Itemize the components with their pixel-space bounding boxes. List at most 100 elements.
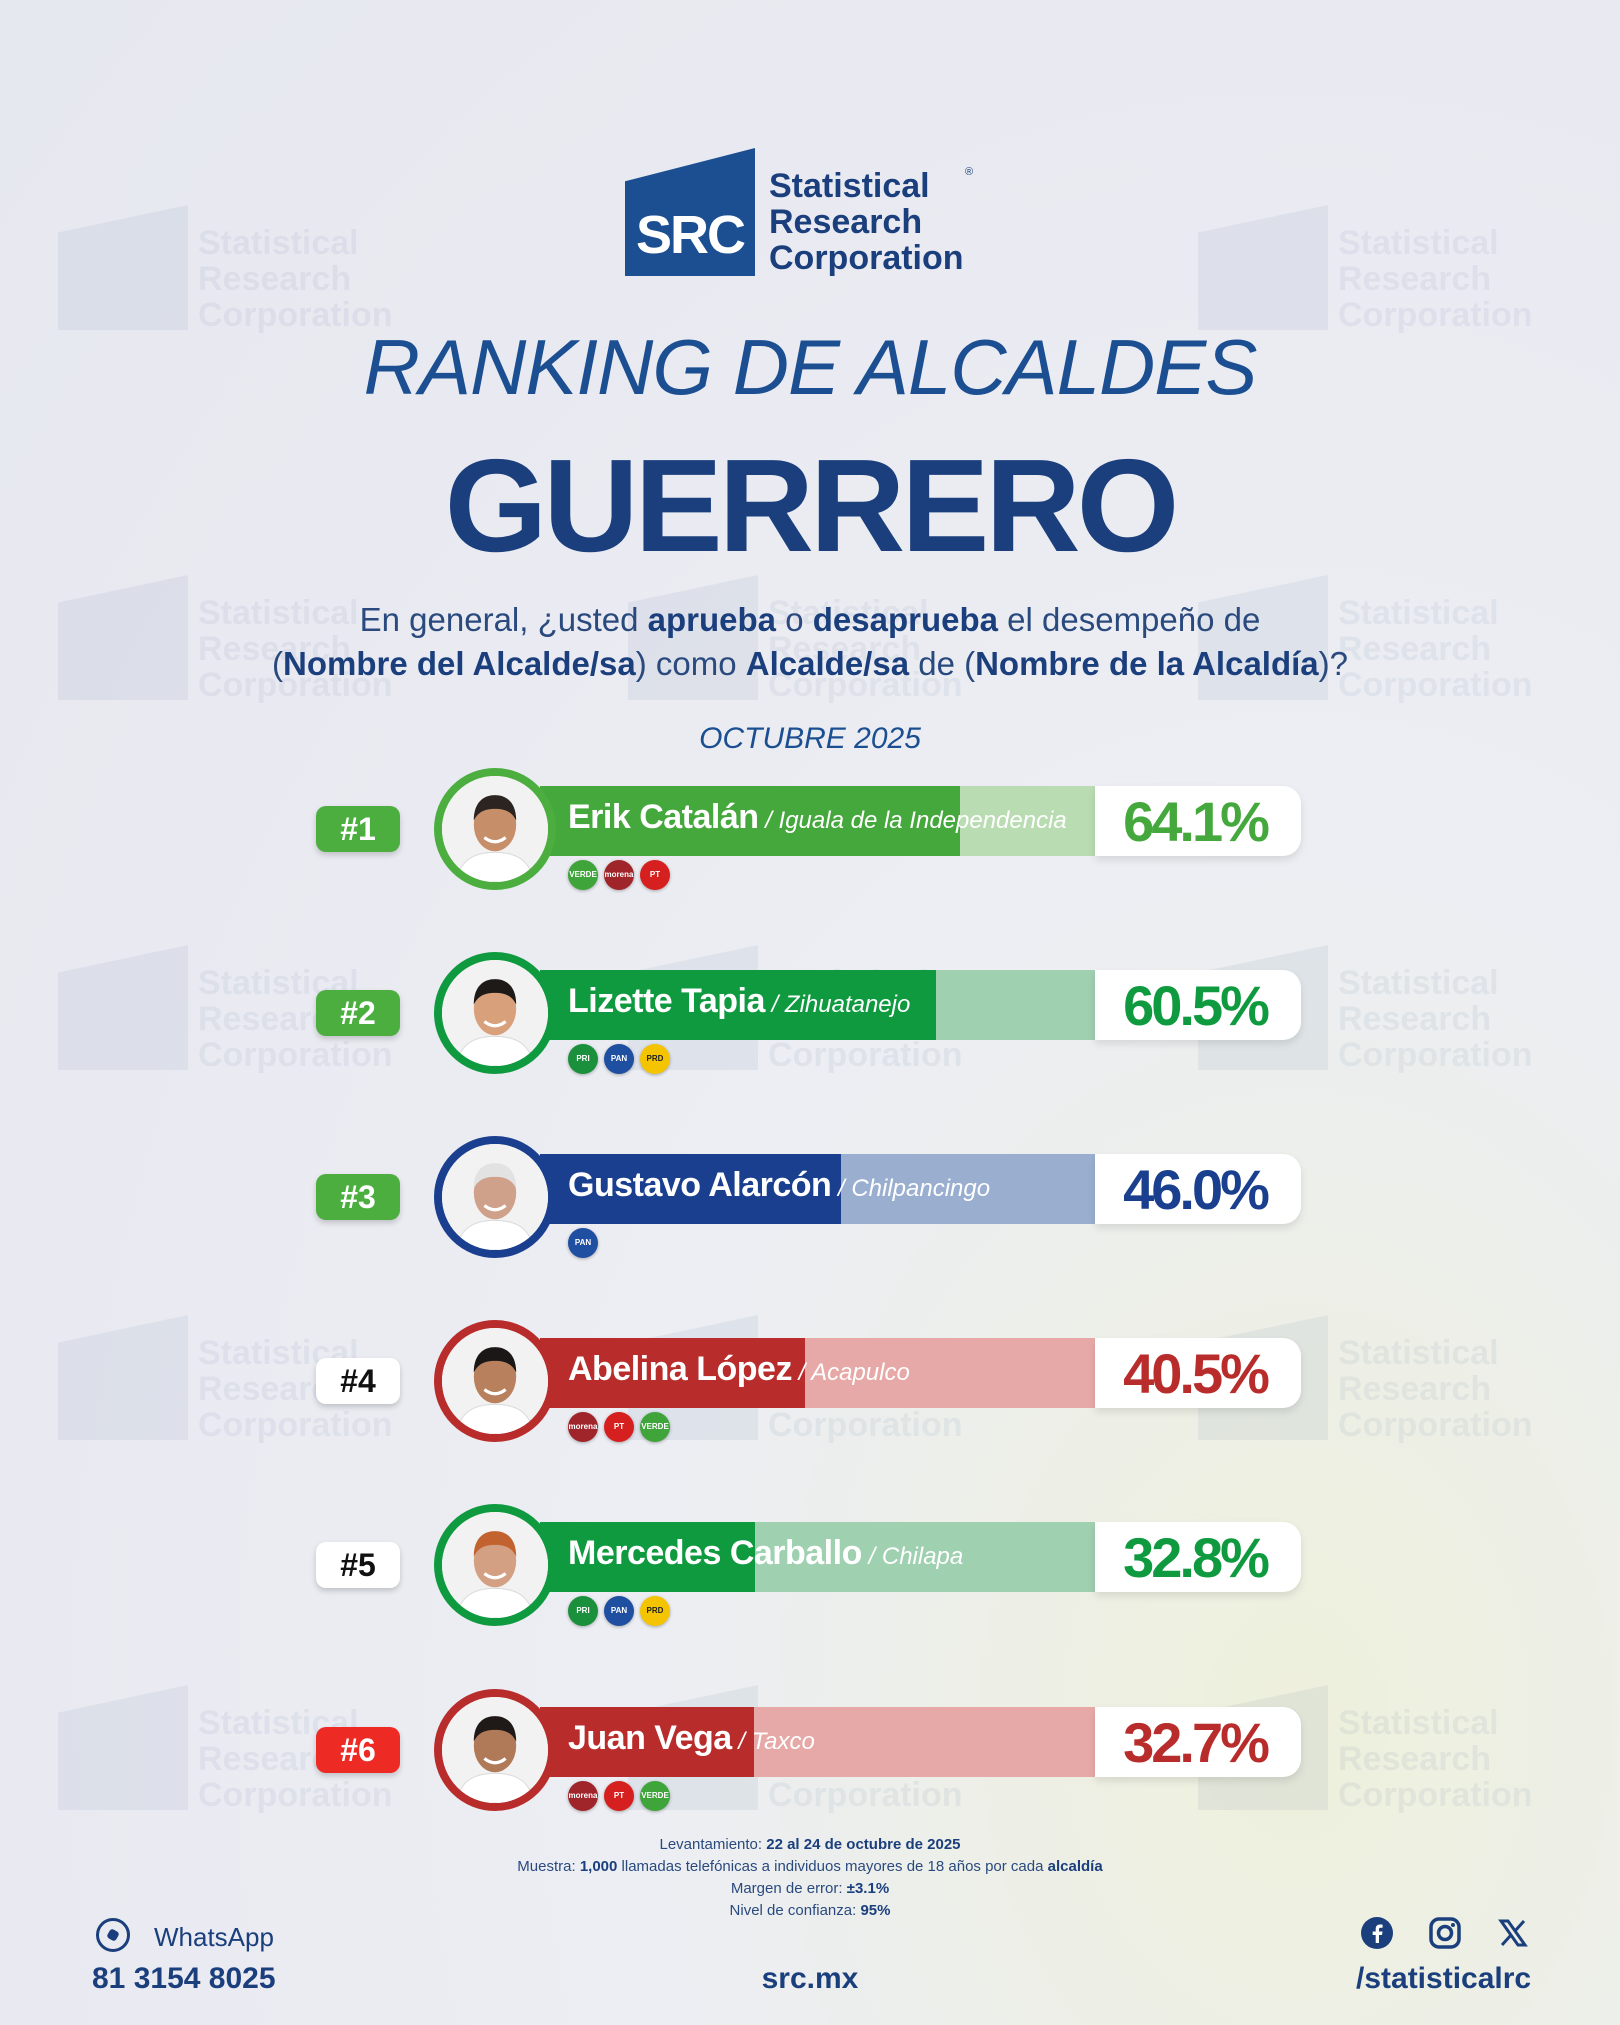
ranking-subtitle: RANKING DE ALCALDES	[363, 323, 1258, 411]
approval-percentage: 64.1%	[1123, 790, 1270, 853]
morena-logo: morena	[568, 1412, 598, 1442]
person-icon	[442, 1144, 548, 1250]
rank-badge: #6	[316, 1727, 400, 1773]
approval-percentage: 32.8%	[1123, 1526, 1270, 1589]
instagram-icon[interactable]	[1428, 1916, 1462, 1950]
survey-question: En general, ¿usted aprueba o desaprueba …	[272, 601, 1348, 682]
party-logos: morena PT VERDE	[568, 1412, 676, 1444]
mayor-photo	[434, 1504, 556, 1626]
survey-period: OCTUBRE 2025	[699, 722, 921, 755]
percentage-box	[1095, 1707, 1301, 1777]
social-handle[interactable]: /statisticalrc	[1356, 1962, 1532, 1995]
party-logos: PRI PAN PRD	[568, 1044, 676, 1076]
verde-logo: VERDE	[640, 1412, 670, 1442]
approval-percentage: 60.5%	[1123, 974, 1270, 1037]
mayor-name: Gustavo Alarcón / Chilpancingo	[568, 1166, 990, 1205]
logo-abbr: SRC	[635, 205, 746, 265]
website-link[interactable]: src.mx	[761, 1962, 859, 1995]
approval-bar	[540, 1522, 755, 1592]
facebook-icon[interactable]	[1360, 1916, 1394, 1950]
municipality-name: / Chilpancingo	[831, 1175, 991, 1202]
approval-percentage: 40.5%	[1123, 1342, 1270, 1405]
approval-bar	[540, 1338, 805, 1408]
municipality-name: / Chilapa	[861, 1543, 964, 1570]
person-icon	[442, 1697, 548, 1803]
mayor-name: Mercedes Carballo / Chilapa	[568, 1534, 963, 1573]
pri-logo: PRI	[568, 1596, 598, 1626]
approval-percentage: 32.7%	[1123, 1711, 1270, 1774]
percentage-box	[1095, 970, 1301, 1040]
person-icon	[442, 1328, 548, 1434]
verde-logo: VERDE	[568, 860, 598, 890]
logo-name-line: Corporation	[769, 239, 964, 277]
mayor-name-text: Erik Catalán	[568, 798, 759, 836]
approval-bar	[540, 786, 960, 856]
municipality-name: / Zihuatanejo	[764, 991, 911, 1018]
watermark-mark	[1198, 205, 1328, 330]
x-icon[interactable]	[1496, 1916, 1530, 1950]
party-logos: PAN	[568, 1228, 604, 1260]
pan-logo: PAN	[568, 1228, 598, 1258]
logo-name: Statistical Research Corporation	[769, 168, 964, 276]
approval-bar	[540, 1154, 841, 1224]
municipality-name: / Iguala de la Independencia	[758, 807, 1067, 834]
mayor-photo	[434, 768, 556, 890]
percentage-box	[1095, 1522, 1301, 1592]
approval-percentage: 46.0%	[1123, 1158, 1270, 1221]
pt-logo: PT	[604, 1412, 634, 1442]
mayor-photo	[434, 952, 556, 1074]
person-icon	[442, 960, 548, 1066]
mayor-photo	[434, 1136, 556, 1258]
approval-bar	[540, 970, 936, 1040]
mayor-name: Juan Vega / Taxco	[568, 1719, 815, 1758]
ranking-row: #4 40.5% Abelina López / Acapulco morena PT V…	[0, 1320, 1620, 1450]
ranking-row: #3 46.0% Gustavo Alarcón / Chilpancingo PAN	[0, 1136, 1620, 1266]
whatsapp-icon	[96, 1918, 130, 1952]
watermark-mark	[58, 205, 188, 330]
fieldwork-note: Levantamiento: 22 al 24 de octubre de 20…	[659, 1836, 961, 1853]
municipality-name: / Acapulco	[791, 1359, 910, 1386]
approval-bar	[540, 1707, 754, 1777]
mayor-name: Erik Catalán / Iguala de la Independenci…	[568, 798, 1067, 837]
mayor-name-text: Juan Vega	[568, 1719, 732, 1757]
methodology-notes: Levantamiento: 22 al 24 de octubre de 20…	[0, 1834, 1620, 1922]
logo-name-line: Statistical	[769, 167, 930, 205]
mayor-photo	[434, 1320, 556, 1442]
watermark-mark	[58, 575, 188, 700]
verde-logo: VERDE	[640, 1781, 670, 1811]
morena-logo: morena	[604, 860, 634, 890]
rank-badge: #3	[316, 1174, 400, 1220]
percentage-box	[1095, 786, 1301, 856]
ranking-row: #2 60.5% Lizette Tapia / Zihuatanejo PRI PAN…	[0, 952, 1620, 1082]
rank-badge: #5	[316, 1542, 400, 1588]
sample-note: Muestra: 1,000 llamadas telefónicas a in…	[517, 1858, 1103, 1875]
src-logo: SRC Statistical Research Corporation ®	[625, 148, 1015, 278]
mayor-name-text: Abelina López	[568, 1350, 792, 1388]
person-icon	[442, 776, 548, 882]
error-margin-note: Margen de error: ±3.1%	[730, 1880, 890, 1897]
mayor-photo	[434, 1689, 556, 1811]
whatsapp-label: WhatsApp	[154, 1922, 274, 1952]
ranking-row: #6 32.7% Juan Vega / Taxco morena PT VERDE	[0, 1689, 1620, 1819]
person-icon	[442, 1512, 548, 1618]
prd-logo: PRD	[640, 1596, 670, 1626]
percentage-box	[1095, 1338, 1301, 1408]
mayor-name: Abelina López / Acapulco	[568, 1350, 910, 1389]
percentage-box	[1095, 1154, 1301, 1224]
party-logos: VERDE morena PT	[568, 860, 676, 892]
mayor-name-text: Lizette Tapia	[568, 982, 765, 1020]
whatsapp-number[interactable]: 81 3154 8025	[92, 1962, 276, 1995]
rank-badge: #1	[316, 806, 400, 852]
pan-logo: PAN	[604, 1044, 634, 1074]
